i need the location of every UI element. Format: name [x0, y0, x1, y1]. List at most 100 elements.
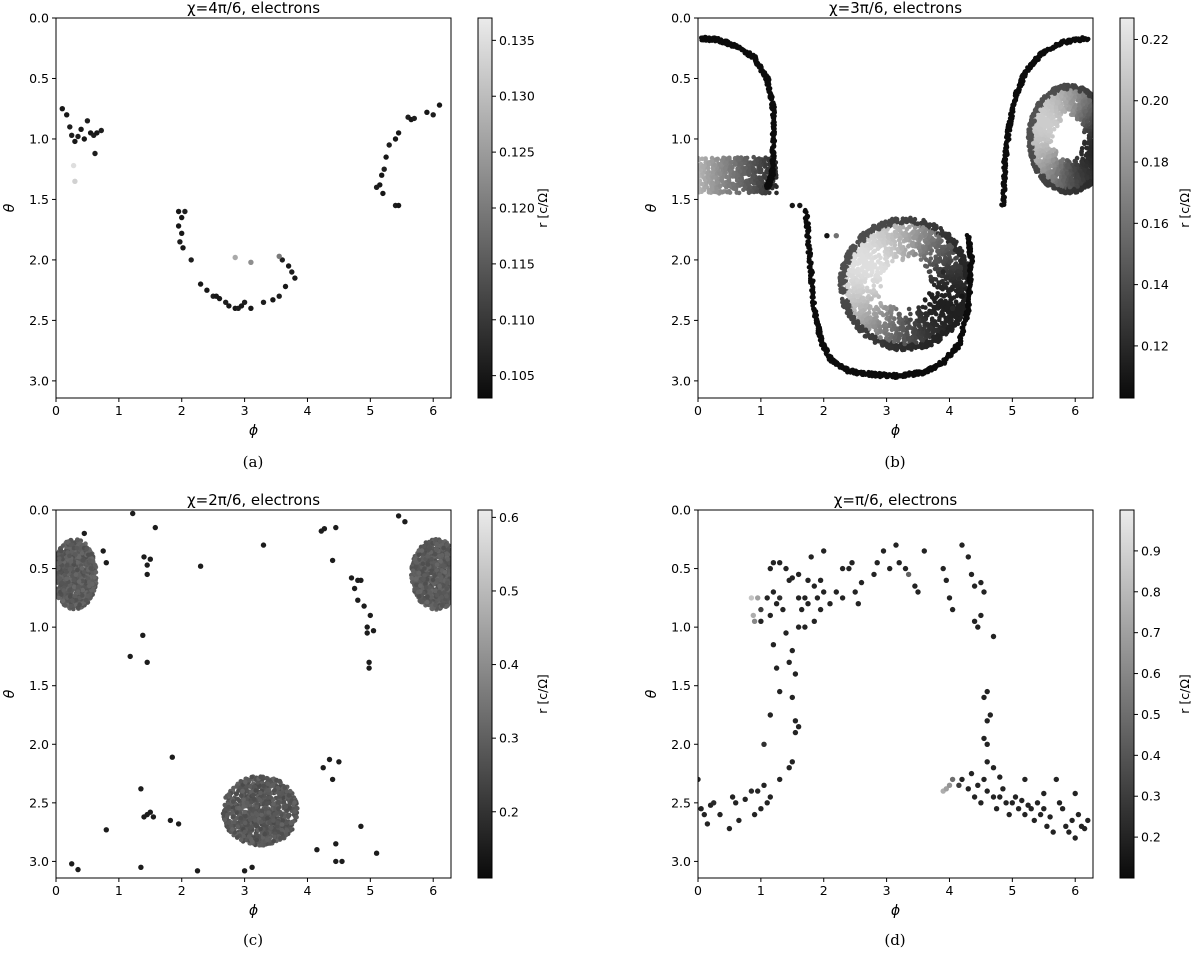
data-point [223, 299, 229, 305]
data-point [950, 326, 955, 332]
data-point [1038, 127, 1043, 132]
data-point [285, 263, 292, 269]
x-tick-label: 5 [366, 403, 374, 418]
data-point [175, 208, 182, 215]
data-point [1049, 104, 1054, 110]
data-point [1037, 158, 1042, 164]
data-point [1074, 155, 1080, 161]
data-point [759, 187, 764, 193]
data-point [845, 271, 851, 277]
data-point [1089, 107, 1093, 113]
data-point [1097, 149, 1102, 154]
data-point [841, 302, 847, 308]
data-point [1100, 117, 1105, 122]
data-point [84, 118, 91, 124]
data-point [693, 186, 698, 191]
x-tick-label: 4 [303, 403, 311, 418]
data-point [1055, 169, 1060, 174]
data-point [1062, 174, 1067, 180]
data-point [1094, 140, 1099, 145]
data-point [961, 282, 966, 288]
data-point [873, 311, 879, 317]
data-point [373, 184, 380, 190]
data-point [881, 240, 887, 245]
data-point [1105, 146, 1110, 151]
data-point [920, 342, 925, 347]
data-point [1057, 181, 1062, 186]
data-point [1102, 116, 1107, 121]
data-point [1098, 152, 1103, 157]
x-tick-label: 3 [241, 403, 249, 418]
data-point [1095, 172, 1100, 177]
data-point [850, 281, 856, 287]
data-point [873, 254, 879, 260]
data-point [731, 186, 737, 191]
data-point [958, 265, 964, 271]
data-point [1096, 101, 1101, 106]
data-point [871, 288, 876, 293]
data-point [911, 229, 916, 234]
data-point [1093, 145, 1098, 150]
data-point [1103, 138, 1108, 143]
data-point [919, 337, 924, 342]
data-point [943, 316, 949, 322]
data-point [931, 282, 937, 288]
data-point [1101, 140, 1106, 145]
data-point [1081, 93, 1086, 98]
data-point [923, 263, 928, 269]
data-point [864, 317, 869, 323]
data-point [1102, 132, 1107, 137]
data-point [746, 169, 751, 175]
colorbar-tick-label: 0.115 [499, 256, 535, 271]
data-point [1097, 172, 1102, 177]
data-point [878, 328, 884, 334]
data-point [1106, 129, 1111, 134]
data-point [774, 190, 779, 196]
data-point [906, 345, 911, 351]
data-point [878, 301, 883, 306]
data-point [1099, 158, 1104, 163]
data-point [1096, 173, 1101, 178]
data-point [927, 334, 933, 340]
data-point [1095, 176, 1100, 181]
data-point [1087, 98, 1092, 103]
data-point [1094, 146, 1099, 151]
data-point [861, 230, 866, 236]
data-point [904, 226, 910, 232]
data-point [1101, 160, 1106, 165]
data-point [1096, 164, 1101, 169]
data-point [1050, 115, 1056, 120]
data-point [1106, 133, 1111, 138]
data-point [756, 180, 761, 186]
data-point [1096, 124, 1101, 129]
data-point [1099, 161, 1104, 166]
data-point [859, 255, 865, 261]
data-point [1096, 106, 1101, 111]
data-point [1095, 162, 1100, 167]
data-point [1031, 154, 1037, 160]
data-point [854, 270, 860, 275]
data-point [898, 236, 903, 241]
data-point [226, 303, 232, 309]
data-point [1094, 175, 1099, 180]
data-point [944, 235, 949, 240]
data-point [750, 166, 756, 171]
data-point [952, 323, 958, 328]
data-point [1097, 162, 1102, 167]
data-point [1089, 174, 1093, 180]
data-point [392, 136, 399, 142]
data-point [1097, 114, 1102, 119]
data-point [1048, 163, 1054, 169]
data-point [1093, 113, 1098, 118]
data-point [1043, 95, 1048, 100]
data-point [736, 157, 742, 162]
data-point [893, 234, 899, 239]
y-tick-label: 3.0 [29, 373, 49, 388]
data-point [1046, 128, 1051, 134]
data-point [395, 202, 402, 209]
data-point [248, 259, 254, 265]
data-point [946, 302, 952, 308]
data-point [182, 208, 188, 215]
data-point [1048, 170, 1054, 176]
data-point [1099, 167, 1104, 172]
